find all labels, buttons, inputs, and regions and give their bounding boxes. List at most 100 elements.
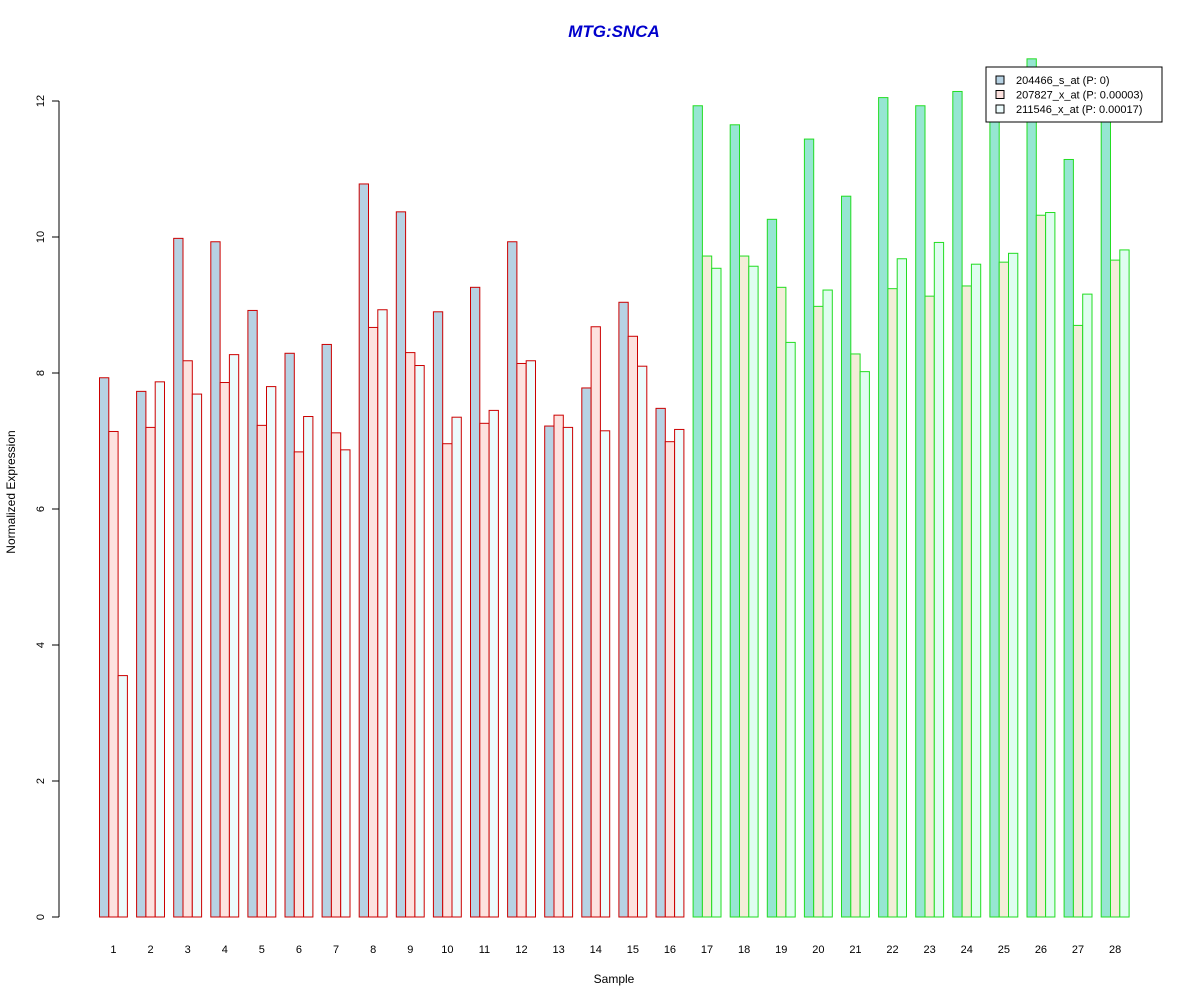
- x-tick-label: 20: [812, 944, 824, 956]
- bar: [627, 335, 639, 918]
- x-tick-label: 25: [998, 944, 1010, 956]
- bar: [562, 426, 574, 918]
- bar: [173, 237, 184, 918]
- bar: [321, 343, 332, 918]
- bar: [664, 441, 676, 918]
- x-tick-label: 22: [886, 944, 898, 956]
- bar: [841, 195, 852, 918]
- bar: [182, 360, 193, 918]
- bar: [887, 288, 898, 918]
- bar: [368, 326, 379, 918]
- y-tick-label: 2: [35, 778, 47, 784]
- bar: [293, 451, 305, 918]
- bar: [961, 285, 972, 918]
- y-tick-label: 10: [35, 231, 47, 243]
- bar: [1082, 293, 1093, 918]
- bar: [850, 353, 861, 918]
- legend-entry: 204466_s_at (P: 0): [1016, 75, 1110, 87]
- bar: [488, 409, 499, 918]
- bar: [247, 309, 258, 918]
- y-tick-label: 0: [35, 914, 47, 920]
- legend-swatch: [995, 75, 1005, 85]
- bar: [998, 261, 1010, 918]
- bar: [896, 258, 908, 918]
- bar: [442, 443, 453, 918]
- bar: [674, 428, 685, 918]
- bar: [785, 341, 796, 918]
- bar: [701, 255, 713, 918]
- bar: [692, 105, 703, 918]
- bar: [637, 365, 648, 918]
- bar: [729, 124, 741, 918]
- x-tick-label: 26: [1035, 944, 1047, 956]
- bar: [544, 425, 555, 918]
- legend-swatch: [995, 90, 1005, 99]
- bar: [748, 265, 759, 918]
- bar: [655, 407, 666, 918]
- bar: [599, 430, 611, 918]
- bar: [1100, 110, 1111, 918]
- x-tick-label: 10: [441, 944, 453, 956]
- bar: [516, 362, 527, 918]
- x-tick-label: 21: [849, 944, 861, 956]
- bar: [766, 218, 778, 918]
- bar: [878, 97, 889, 918]
- bar: [266, 386, 277, 918]
- bar: [1026, 58, 1037, 918]
- bars-group: [99, 58, 1130, 918]
- legend: 204466_s_at (P: 0) 207827_x_at (P: 0.0000…: [985, 66, 1163, 123]
- bar: [1045, 212, 1056, 918]
- x-tick-label: 27: [1072, 944, 1084, 956]
- x-tick-label: 3: [185, 944, 191, 956]
- bar: [451, 416, 462, 918]
- bar: [210, 241, 221, 918]
- bar: [590, 326, 601, 918]
- bar: [813, 305, 824, 918]
- legend-box: [985, 66, 1163, 123]
- x-tick-label: 19: [775, 944, 787, 956]
- x-tick-label: 23: [924, 944, 936, 956]
- bar: [711, 267, 722, 918]
- bar: [1110, 259, 1121, 918]
- bar: [99, 377, 110, 918]
- bar: [395, 211, 407, 918]
- bar: [803, 138, 815, 918]
- bar: [340, 449, 351, 918]
- x-tick-label: 7: [333, 944, 339, 956]
- bar: [358, 183, 370, 918]
- x-tick-label: 28: [1109, 944, 1121, 956]
- bar: [145, 426, 156, 918]
- y-tick-label: 8: [35, 370, 47, 376]
- x-tick-label: 24: [961, 944, 973, 956]
- bar: [970, 263, 982, 918]
- bar: [933, 241, 945, 918]
- x-tick-label: 13: [553, 944, 565, 956]
- bar: [952, 90, 963, 918]
- bar: [154, 381, 165, 918]
- bar: [776, 286, 787, 918]
- y-tick-label: 12: [35, 95, 47, 107]
- bar: [989, 103, 1000, 918]
- x-tick-label: 2: [147, 944, 153, 956]
- bar: [228, 354, 240, 918]
- x-tick-label: 9: [407, 944, 413, 956]
- bar: [330, 432, 342, 918]
- legend-entry: 207827_x_at (P: 0.00003): [1016, 90, 1143, 102]
- y-tick-label: 6: [35, 506, 47, 512]
- bar: [525, 360, 537, 918]
- bar: [1063, 158, 1074, 918]
- bar: [1008, 252, 1019, 918]
- x-tick-label: 16: [664, 944, 676, 956]
- bar: [136, 390, 147, 918]
- bar: [1119, 249, 1130, 918]
- bar: [924, 295, 935, 918]
- bar: [479, 422, 490, 918]
- y-tick-label: 4: [35, 642, 47, 648]
- bar: [507, 241, 518, 918]
- bar: [859, 371, 870, 918]
- y-axis-label: Normalized Expression: [4, 430, 18, 553]
- bar: [1072, 324, 1084, 918]
- x-tick-label: 17: [701, 944, 713, 956]
